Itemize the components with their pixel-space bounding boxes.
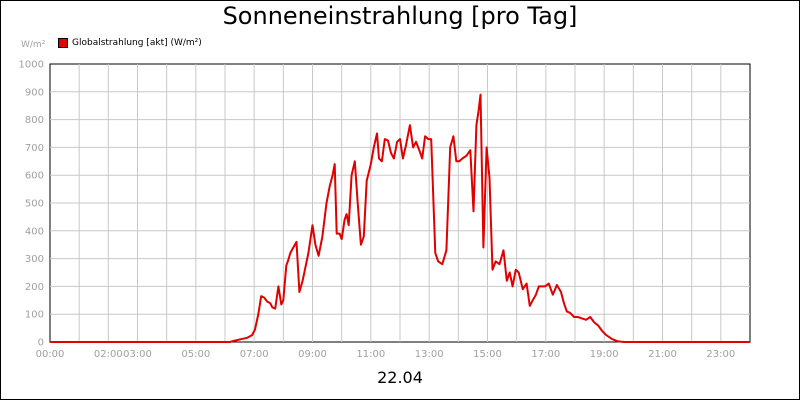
chart-title: Sonneneinstrahlung [pro Tag] [222, 2, 578, 30]
y-tick-label: 900 [25, 87, 44, 98]
x-tick-label: 13:00 [415, 349, 444, 360]
y-tick-label: 0 [38, 338, 44, 349]
x-tick-label: 09:00 [298, 349, 327, 360]
y-tick-label: 200 [25, 282, 44, 293]
legend: Globalstrahlung [akt] (W/m²) [58, 38, 202, 48]
y-tick-label: 500 [25, 199, 44, 210]
y-axis-ticks: 0 100 200 300 400 500 600 700 800 900 1000 [19, 60, 44, 349]
date-label: 22.04 [377, 368, 423, 387]
y-tick-label: 300 [25, 254, 44, 265]
y-tick-label: 100 [25, 310, 44, 321]
x-tick-label: 07:00 [240, 349, 269, 360]
x-tick-label: 05:00 [181, 349, 210, 360]
y-tick-label: 700 [25, 143, 44, 154]
y-tick-label: 600 [25, 171, 44, 182]
x-tick-label: 03:00 [123, 349, 152, 360]
legend-swatch [58, 38, 68, 48]
x-axis-ticks: 00:00 02:00 03:00 05:00 07:00 09:00 11:00 13:00… [36, 349, 736, 360]
x-tick-label: 21:00 [648, 349, 677, 360]
y-tick-label: 800 [25, 115, 44, 126]
y-axis-unit-label: W/m² [21, 40, 46, 50]
x-tick-label: 23:00 [706, 349, 735, 360]
x-tick-label: 00:00 [36, 349, 65, 360]
x-tick-label: 11:00 [356, 349, 385, 360]
y-tick-label: 400 [25, 226, 44, 237]
x-tick-label: 19:00 [590, 349, 619, 360]
x-tick-label: 17:00 [531, 349, 560, 360]
x-tick-label: 15:00 [473, 349, 502, 360]
legend-label: Globalstrahlung [akt] (W/m²) [72, 38, 202, 48]
grid [50, 64, 750, 342]
y-tick-label: 1000 [19, 60, 44, 71]
x-tick-label: 02:00 [94, 349, 123, 360]
series-line-globalstrahlung [50, 93, 750, 343]
